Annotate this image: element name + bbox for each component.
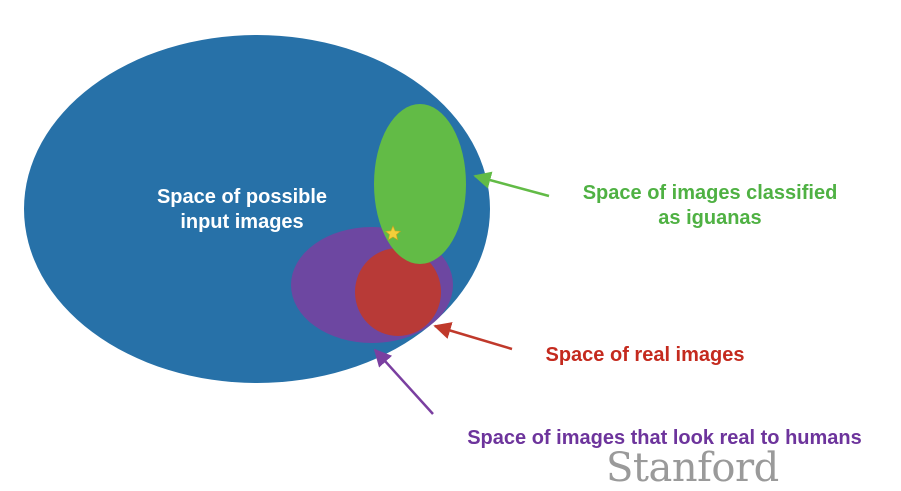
real-region: [355, 248, 441, 336]
iguanas-region: [374, 104, 466, 264]
real-images-label: Space of real images: [545, 344, 745, 366]
iguanas-label-line-2: as iguanas: [658, 207, 762, 229]
real-arrow: [433, 322, 513, 351]
possible-inputs-label-line-2: input images: [180, 211, 304, 233]
adversarial-star-icon: [384, 225, 402, 241]
possible-inputs-label: Space of possible input images: [147, 185, 337, 235]
look-real-arrow: [373, 348, 434, 415]
stanford-logo: Stanford: [606, 445, 779, 491]
iguanas-label: Space of images classified as iguanas: [545, 181, 875, 231]
iguanas-label-line-1: Space of images classified: [582, 182, 838, 204]
iguanas-arrow: [473, 171, 550, 198]
possible-inputs-label-line-1: Space of possible: [156, 186, 328, 208]
look-real-label: Space of images that look real to humans: [467, 427, 862, 449]
